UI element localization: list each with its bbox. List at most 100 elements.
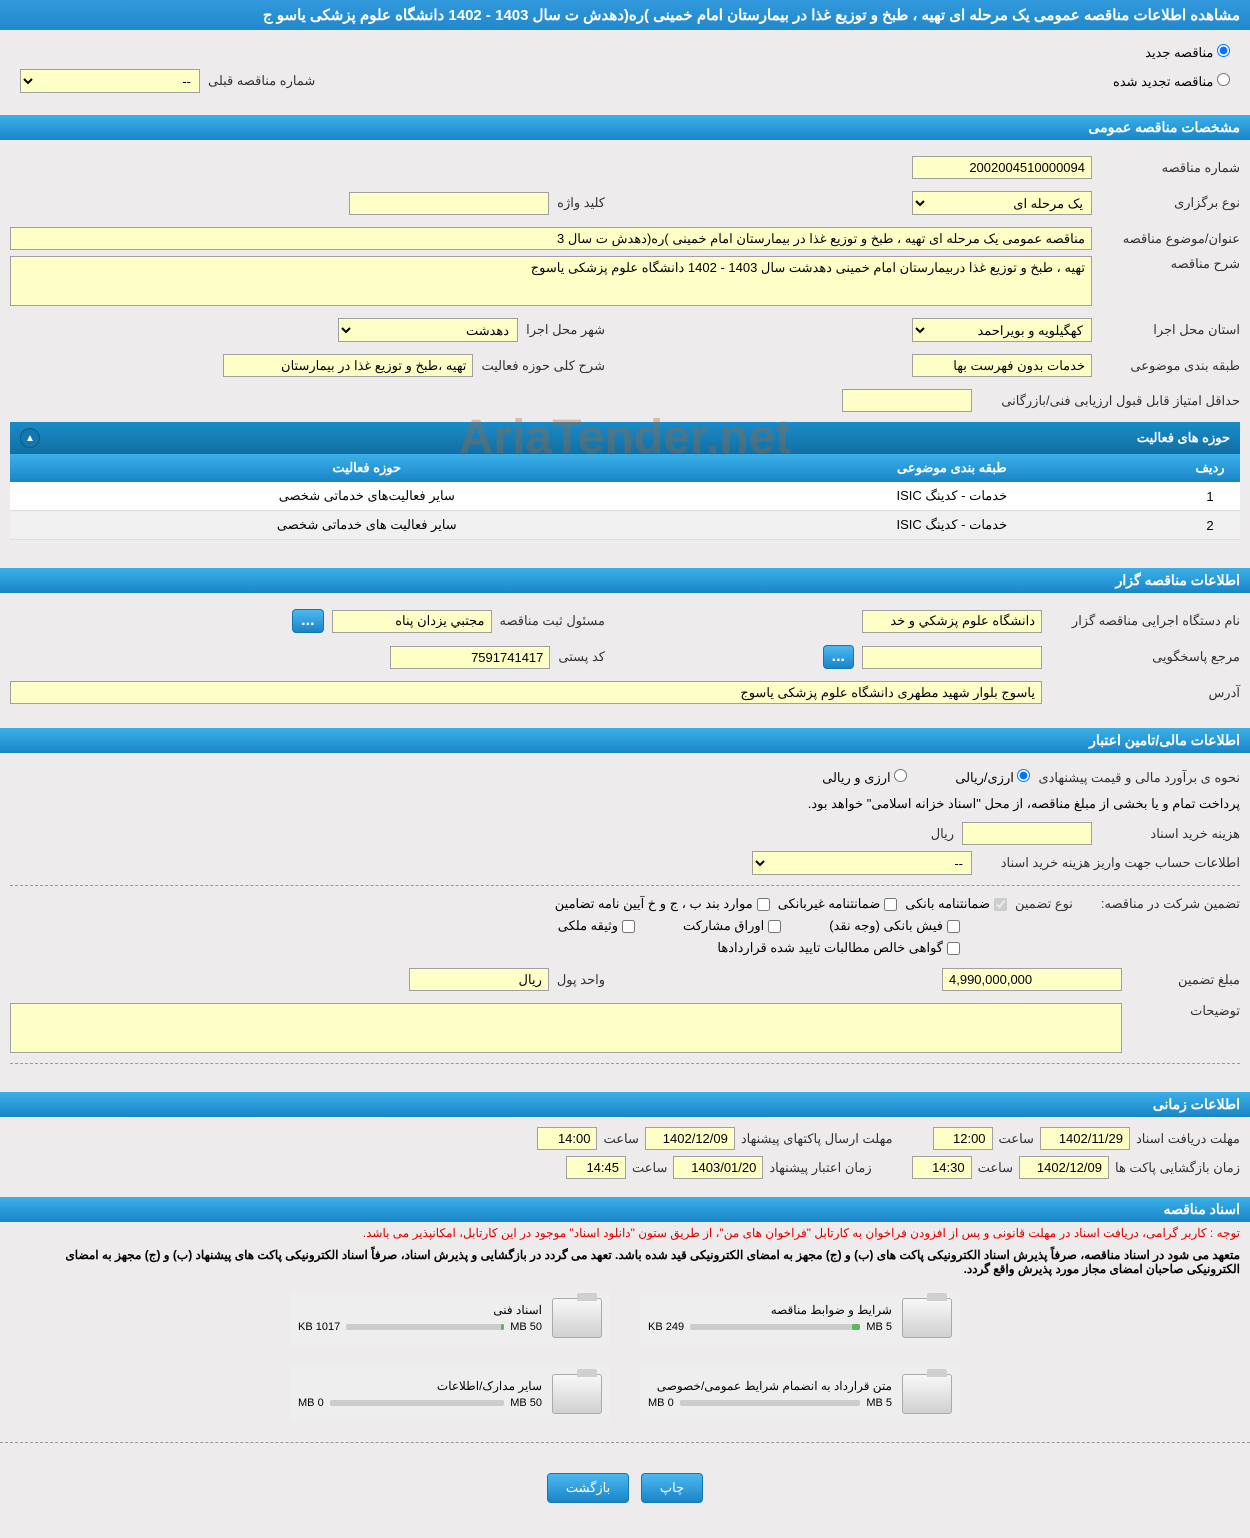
type-select[interactable]: یک مرحله ای [912, 191, 1092, 215]
scope-input[interactable] [223, 354, 473, 377]
chk-bank[interactable] [994, 898, 1007, 911]
notes-label: توضیحات [1130, 1003, 1240, 1019]
doc-cost-input[interactable] [962, 822, 1092, 845]
subject-label: عنوان/موضوع مناقصه [1100, 231, 1240, 247]
account-select[interactable]: -- [752, 851, 972, 875]
doc-used: 1017 KB [298, 1321, 340, 1333]
tender-no-input[interactable] [912, 156, 1092, 179]
separator-3 [0, 1442, 1250, 1443]
responsible-label: مسئول ثبت مناقصه [500, 613, 605, 629]
doc-item[interactable]: متن قرارداد به انضمام شرایط عمومی/خصوصی … [640, 1366, 960, 1422]
validity-time[interactable] [566, 1156, 626, 1179]
validity-label: زمان اعتبار پیشنهاد [769, 1160, 871, 1176]
opt-rial-label: ارزی/ریالی [955, 769, 1030, 786]
org-label: نام دستگاه اجرایی مناقصه گزار [1050, 613, 1240, 629]
pkg-deadline-date[interactable] [645, 1127, 735, 1150]
contact-more-button[interactable]: ... [823, 645, 854, 669]
chk-property-label: وثیقه ملکی [558, 918, 618, 934]
folder-icon [902, 1374, 952, 1414]
folder-icon [902, 1298, 952, 1338]
desc-label: شرح مناقصه [1100, 256, 1240, 272]
radio-both[interactable] [894, 769, 907, 782]
open-date[interactable] [1019, 1156, 1109, 1179]
chk-nonbank[interactable] [884, 898, 897, 911]
subject-input[interactable] [10, 227, 1092, 250]
guarantee-type-label: نوع تضمین [1015, 896, 1073, 912]
type-label: نوع برگزاری [1100, 195, 1240, 211]
min-score-label: حداقل امتیاز قابل قبول ارزیابی فنی/بازرگ… [980, 393, 1240, 409]
col-category: طبقه بندی موضوعی [724, 454, 1180, 482]
time-word-3: ساعت [978, 1160, 1013, 1176]
notice-red: توجه : کاربر گرامی، دریافت اسناد در مهلت… [0, 1222, 1250, 1244]
address-label: آدرس [1050, 685, 1240, 701]
chk-clauses[interactable] [757, 898, 770, 911]
folder-icon [552, 1374, 602, 1414]
activity-panel: حوزه های فعالیت ▲ ردیف طبقه بندی موضوعی … [10, 422, 1240, 540]
doc-max: 5 MB [866, 1321, 892, 1333]
time-word-4: ساعت [632, 1160, 667, 1176]
chk-cash[interactable] [947, 920, 960, 933]
doc-deadline-time[interactable] [933, 1127, 993, 1150]
notes-textarea[interactable] [10, 1003, 1122, 1053]
activity-title: حوزه های فعالیت [1137, 430, 1230, 446]
doc-max: 50 MB [510, 1397, 542, 1409]
section-docs: اسناد مناقصه [0, 1197, 1250, 1222]
more-button[interactable]: ... [292, 609, 323, 633]
doc-item[interactable]: سایر مدارک/اطلاعات 50 MB 0 MB [290, 1366, 610, 1422]
prev-number-select[interactable]: -- [20, 69, 200, 93]
table-row: 2خدمات - کدینگ ISICسایر فعالیت های خدمات… [10, 511, 1240, 540]
keyword-input[interactable] [349, 192, 549, 215]
contact-input[interactable] [862, 646, 1042, 669]
chk-nonbank-label: ضمانتنامه غیربانکی [778, 896, 881, 912]
radio-new[interactable] [1217, 44, 1230, 57]
address-input[interactable] [10, 681, 1042, 704]
print-button[interactable]: چاپ [641, 1473, 703, 1503]
chk-cash-label: فیش بانکی (وجه نقد) [829, 918, 943, 934]
amount-input[interactable] [942, 968, 1122, 991]
currency-label: واحد پول [557, 972, 605, 988]
chk-claims[interactable] [947, 942, 960, 955]
pkg-deadline-label: مهلت ارسال پاکتهای پیشنهاد [741, 1131, 893, 1147]
doc-deadline-date[interactable] [1040, 1127, 1130, 1150]
category-label: طبقه بندی موضوعی [1100, 358, 1240, 374]
chk-bonds[interactable] [768, 920, 781, 933]
doc-title: شرایط و ضوابط مناقصه [648, 1303, 892, 1317]
time-word: ساعت [999, 1131, 1034, 1147]
radio-rial[interactable] [1017, 769, 1030, 782]
responsible-input[interactable] [332, 610, 492, 633]
page-title: مشاهده اطلاعات مناقصه عمومی یک مرحله ای … [0, 0, 1250, 30]
col-scope: حوزه فعالیت [10, 454, 724, 482]
chk-property[interactable] [622, 920, 635, 933]
back-button[interactable]: بازگشت [547, 1473, 629, 1503]
prev-number-label: شماره مناقصه قبلی [208, 73, 315, 89]
separator-2 [10, 1063, 1240, 1064]
pkg-deadline-time[interactable] [537, 1127, 597, 1150]
amount-label: مبلغ تضمین [1130, 972, 1240, 988]
section-general: مشخصات مناقصه عمومی [0, 115, 1250, 140]
validity-date[interactable] [673, 1156, 763, 1179]
radio-renewed[interactable] [1217, 73, 1230, 86]
doc-item[interactable]: شرایط و ضوابط مناقصه 5 MB 249 KB [640, 1290, 960, 1346]
doc-item[interactable]: اسناد فنی 50 MB 1017 KB [290, 1290, 610, 1346]
contact-label: مرجع پاسخگویی [1050, 649, 1240, 665]
radio-renewed-label: مناقصه تجدید شده [1113, 73, 1230, 90]
doc-max: 50 MB [510, 1321, 542, 1333]
col-row: ردیف [1180, 454, 1240, 482]
keyword-label: کلید واژه [557, 195, 605, 211]
category-input[interactable] [912, 354, 1092, 377]
doc-used: 0 MB [298, 1397, 324, 1409]
postal-input[interactable] [390, 646, 550, 669]
desc-textarea[interactable]: تهیه ، طبخ و توزیع غذا دربیمارستان امام … [10, 256, 1092, 306]
time-word-2: ساعت [603, 1131, 638, 1147]
chk-bank-label: ضمانتنامه بانکی [905, 896, 990, 912]
min-score-input[interactable] [842, 389, 972, 412]
open-label: زمان بازگشایی پاکت ها [1115, 1160, 1240, 1176]
collapse-icon[interactable]: ▲ [20, 428, 40, 448]
org-input[interactable] [862, 610, 1042, 633]
currency-input[interactable] [409, 968, 549, 991]
open-time[interactable] [912, 1156, 972, 1179]
city-select[interactable]: دهدشت [338, 318, 518, 342]
province-select[interactable]: کهگیلویه و بویراحمد [912, 318, 1092, 342]
scope-label: شرح کلی حوزه فعالیت [481, 358, 605, 374]
activity-table: ردیف طبقه بندی موضوعی حوزه فعالیت 1خدمات… [10, 454, 1240, 540]
